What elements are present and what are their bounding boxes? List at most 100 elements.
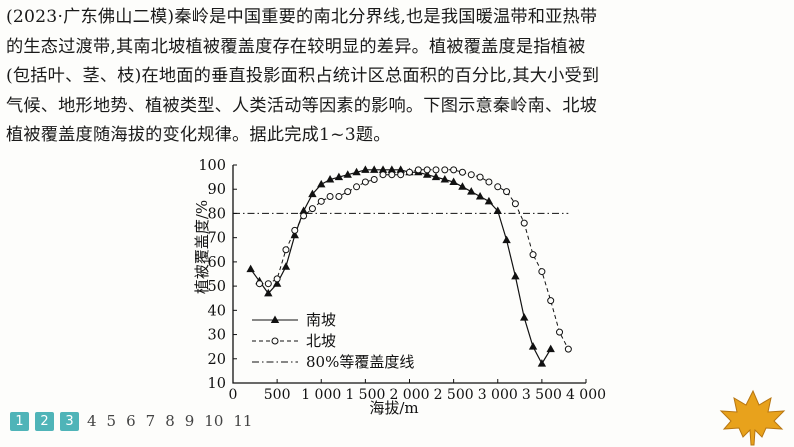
data-point-south [352,167,361,176]
data-point-south [467,187,476,195]
data-point-south [264,288,273,297]
y-tick-label: 20 [208,352,226,368]
data-point-south [537,359,547,367]
data-point-north [353,183,361,191]
data-point-south [270,315,280,323]
data-point-south [493,206,502,215]
x-tick-label: 2 500 [434,387,474,403]
data-point-north [441,166,449,174]
y-tick-label: 100 [198,158,226,174]
y-tick-label: 90 [208,182,226,198]
data-point-north [282,246,290,254]
data-point-north [291,226,299,234]
x-tick-label: 500 [264,387,291,403]
chart-series [233,165,572,367]
page-button-4[interactable]: 4 [87,412,97,430]
x-tick-label: 3 500 [522,387,562,403]
data-point-north [388,171,396,179]
data-point-north [406,168,413,176]
page-button-9[interactable]: 9 [184,412,195,430]
page-button-3[interactable]: 3 [60,412,79,431]
page-button-11[interactable]: 11 [233,412,253,430]
data-point-north [414,166,422,174]
x-tick-label: 1 500 [345,387,385,403]
chart-axes: 10 20 30 40 50 60 70 80 90 100 0 500 1 000 1 500 2 000… [198,158,606,403]
data-point-north [317,197,325,205]
y-tick-label: 40 [208,303,226,319]
data-point-north [467,171,475,179]
x-tick-label: 1 000 [301,387,341,403]
data-point-south [440,175,449,183]
data-point-north [476,173,484,181]
data-point-north [450,166,458,174]
page-button-2[interactable]: 2 [35,412,54,431]
data-point-south [458,182,467,190]
page-button-8[interactable]: 8 [165,412,175,430]
data-point-north [255,280,263,288]
data-point-north [564,345,572,353]
legend-label-1: 南坡 [306,311,336,329]
data-point-north [423,166,431,174]
x-tick-label: 0 [229,387,238,403]
data-point-south [502,235,511,244]
data-point-north [335,192,343,200]
data-point-north [344,188,352,196]
data-point-south [511,271,520,280]
data-point-south [317,179,326,188]
y-tick-label: 50 [208,279,226,295]
data-point-north [308,205,316,213]
legend-label-2: 北坡 [306,332,336,350]
data-point-south [431,172,441,181]
data-point-north [326,192,334,200]
page-button-7[interactable]: 7 [145,412,156,430]
x-tick-label: 4 000 [566,387,606,403]
page-button-6[interactable]: 6 [126,412,136,430]
data-point-north [520,219,528,227]
data-point-north [379,171,387,179]
data-point-south [378,165,388,173]
data-point-south [299,206,308,215]
series-line-2 [259,169,569,350]
data-point-north [370,176,378,184]
y-axis-label: 植被覆盖度/% [193,200,211,294]
page-button-10[interactable]: 10 [204,412,224,430]
data-point-south [308,189,317,198]
data-point-south [343,170,352,178]
x-tick-label: 3 000 [478,387,518,403]
data-point-south [396,165,405,173]
data-point-south [546,344,555,353]
page-button-1[interactable]: 1 [10,412,29,431]
y-tick-label: 70 [208,231,226,247]
data-point-south [361,165,370,173]
data-point-south [387,165,397,173]
data-point-south [520,313,529,321]
data-point-north [271,337,279,345]
data-point-south [484,196,494,205]
maple-leaf-icon [719,389,786,446]
data-point-south [422,170,432,178]
data-point-south [272,279,282,287]
data-point-north [300,212,308,220]
data-point-south [370,165,379,173]
axis-frame [232,165,586,384]
data-point-north [529,251,537,259]
data-point-north [538,268,546,276]
question-text: (2023·广东佛山二模)秦岭是中国重要的南北分界线,也是我国暖温带和亚热带 的… [6,7,600,146]
data-point-north [547,297,555,305]
y-tick-label: 60 [208,255,226,271]
data-point-north [494,183,502,191]
question-pager: 1 2 3 4 5 6 7 8 9 10 11 [10,412,254,431]
data-point-south [449,177,458,185]
data-point-south [281,262,291,270]
data-point-south [246,264,255,273]
data-point-north [432,166,440,174]
data-point-south [290,230,299,239]
data-point-north [458,168,466,176]
data-point-north [273,275,281,283]
legend-label-3: 80%等覆盖度线 [306,353,414,371]
page-button-5[interactable]: 5 [106,412,117,430]
data-point-south [334,172,344,181]
data-point-north [264,280,272,288]
